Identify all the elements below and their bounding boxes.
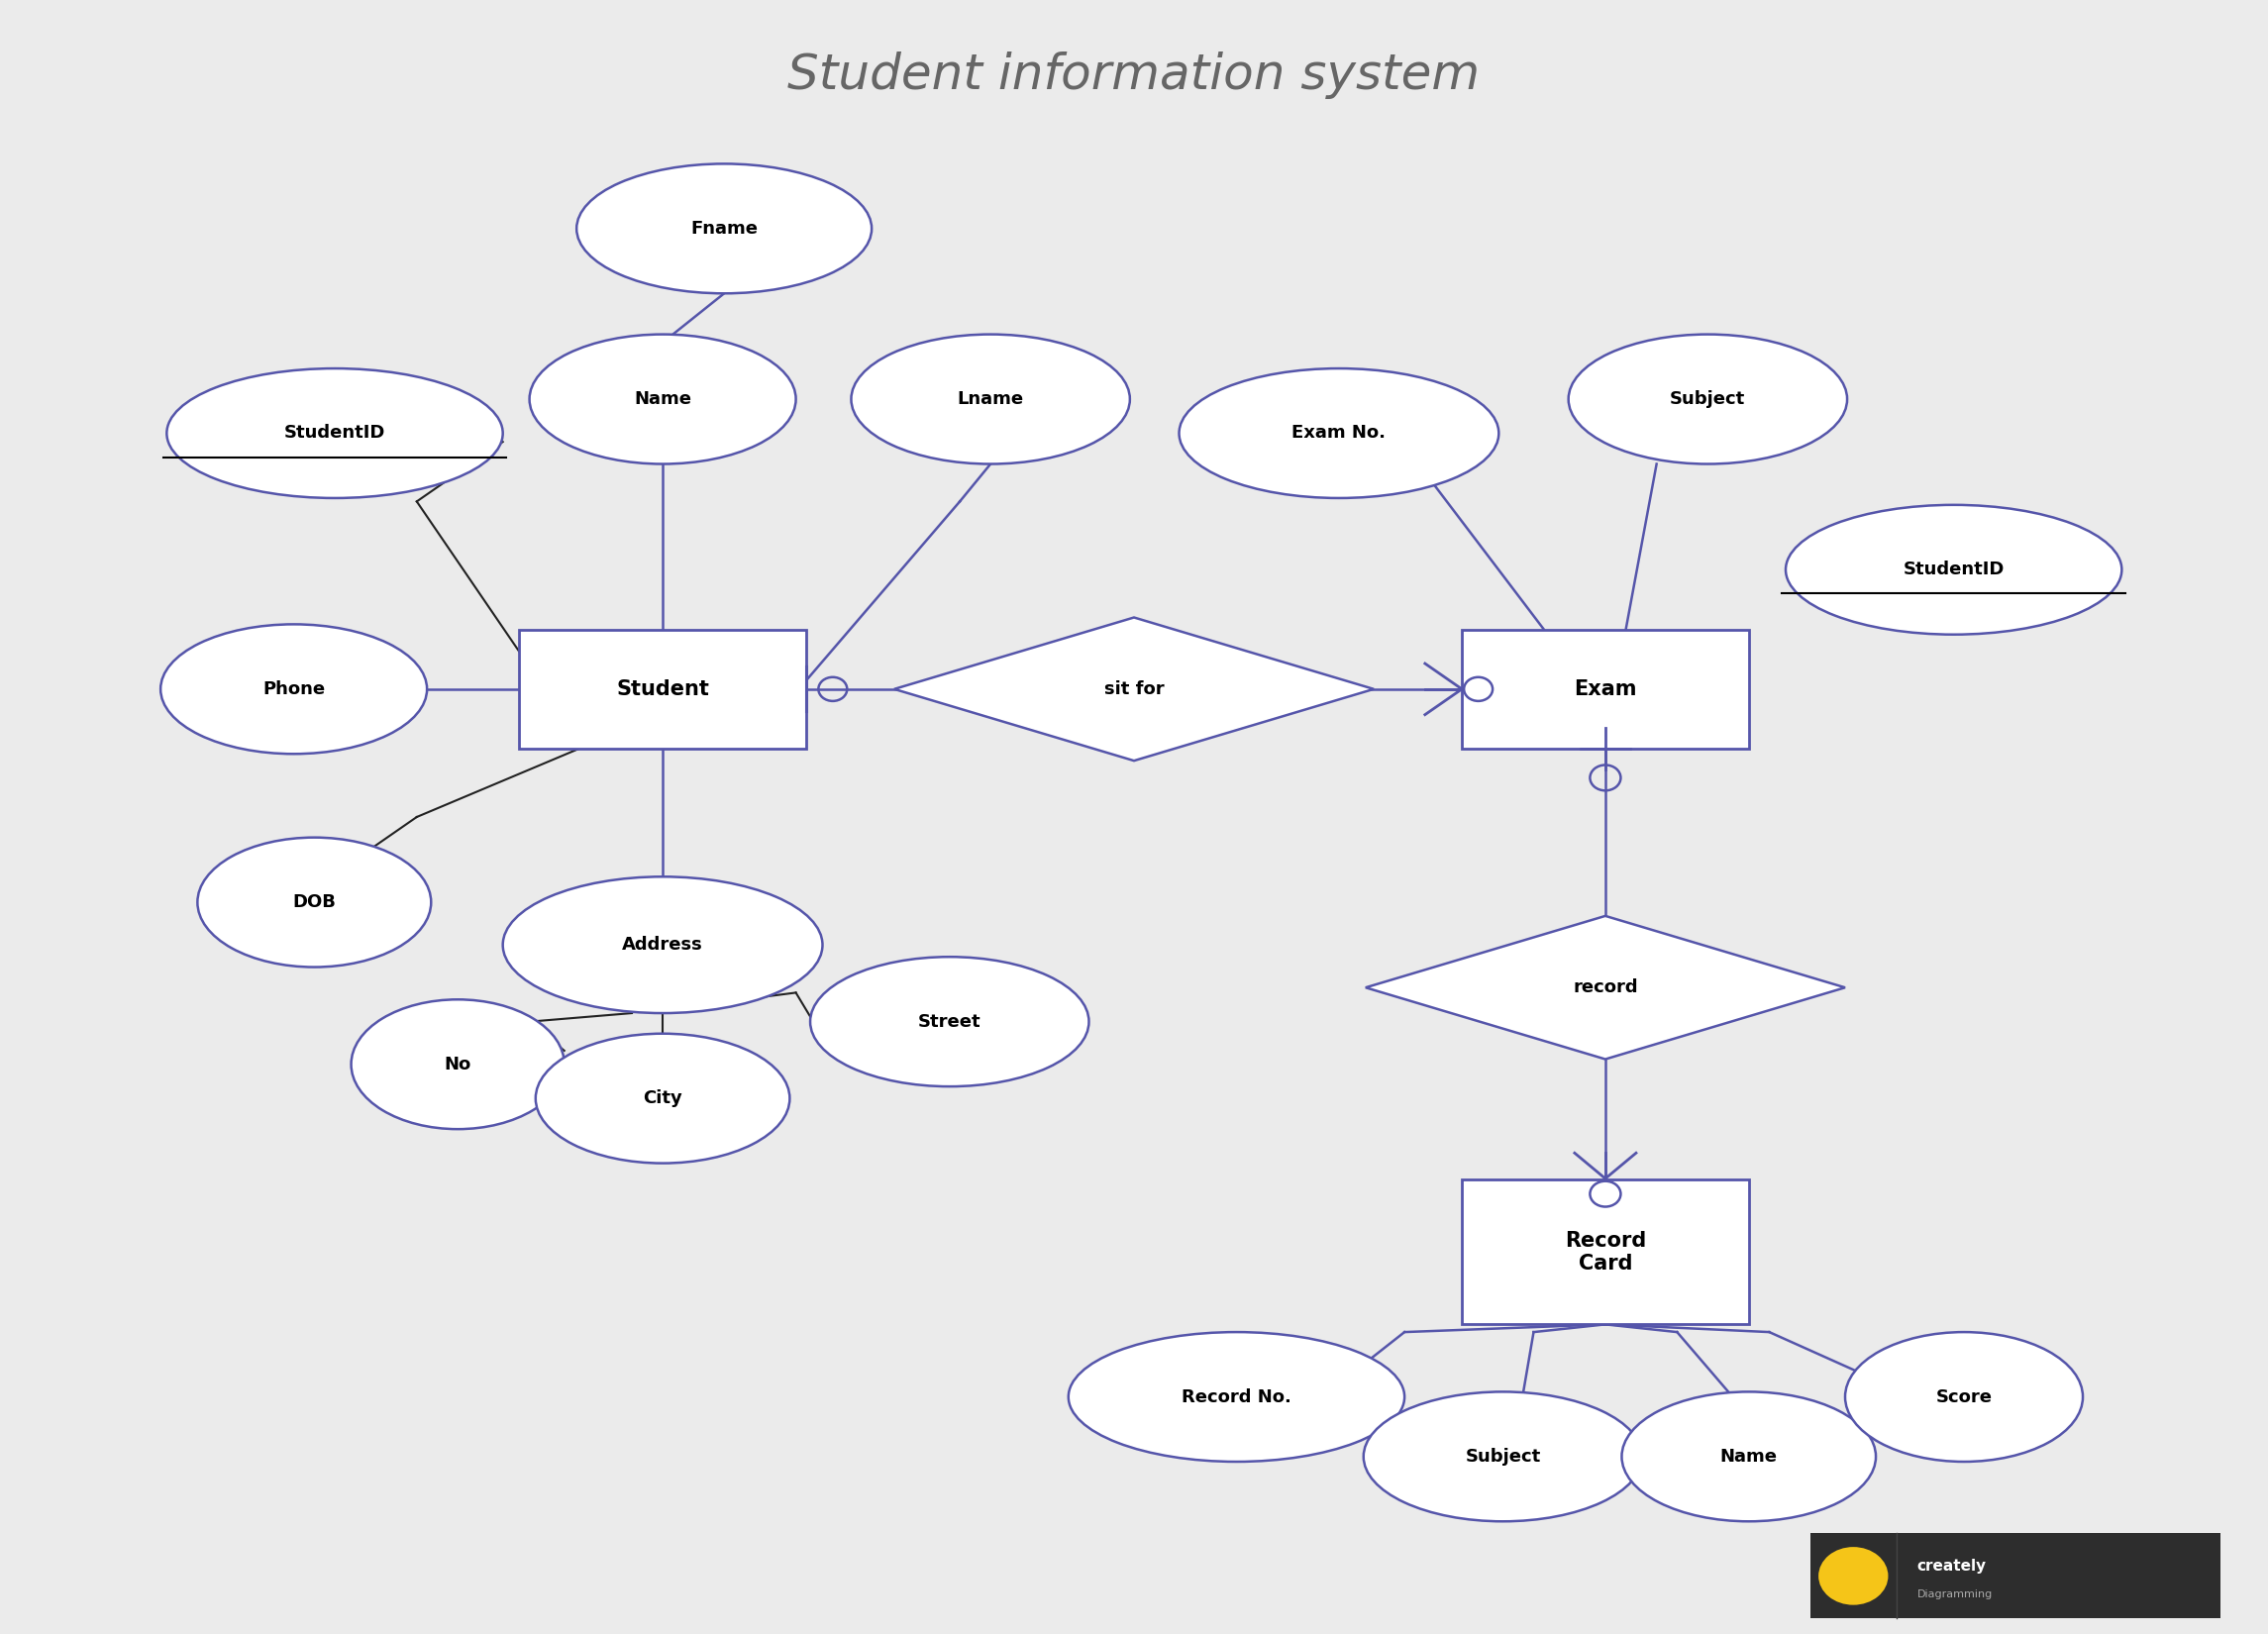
Text: Phone: Phone (263, 680, 324, 698)
Ellipse shape (850, 335, 1129, 464)
Ellipse shape (1785, 505, 2123, 634)
Text: creately: creately (1916, 1559, 1987, 1574)
Ellipse shape (1179, 368, 1499, 498)
FancyBboxPatch shape (1463, 629, 1749, 748)
Text: Student: Student (617, 680, 710, 699)
Text: Record No.: Record No. (1182, 1387, 1290, 1405)
Polygon shape (894, 618, 1374, 761)
Text: StudentID: StudentID (1903, 560, 2005, 578)
FancyBboxPatch shape (519, 629, 805, 748)
Ellipse shape (528, 335, 796, 464)
Text: Name: Name (1719, 1448, 1778, 1466)
Text: Exam No.: Exam No. (1293, 425, 1386, 443)
Text: City: City (642, 1090, 683, 1108)
Text: Name: Name (635, 391, 692, 408)
Text: Fname: Fname (689, 219, 758, 237)
Ellipse shape (1363, 1392, 1642, 1521)
Text: Subject: Subject (1669, 391, 1746, 408)
Ellipse shape (1068, 1332, 1404, 1462)
Ellipse shape (576, 163, 871, 294)
Text: Address: Address (621, 936, 703, 954)
Polygon shape (1365, 917, 1846, 1059)
Ellipse shape (503, 877, 823, 1013)
Text: No: No (445, 1056, 472, 1074)
Ellipse shape (810, 958, 1089, 1087)
Text: DOB: DOB (293, 894, 336, 912)
Text: Record
Card: Record Card (1565, 1230, 1647, 1273)
Ellipse shape (168, 368, 503, 498)
Ellipse shape (197, 838, 431, 967)
Text: StudentID: StudentID (284, 425, 386, 443)
Ellipse shape (161, 624, 426, 753)
Text: Student information system: Student information system (787, 51, 1481, 100)
Text: Score: Score (1937, 1387, 1991, 1405)
Text: Exam: Exam (1574, 680, 1637, 699)
Text: sit for: sit for (1105, 680, 1163, 698)
Text: Lname: Lname (957, 391, 1023, 408)
Text: Street: Street (919, 1013, 982, 1031)
Ellipse shape (535, 1034, 789, 1163)
Ellipse shape (352, 1000, 565, 1129)
Ellipse shape (1846, 1332, 2082, 1462)
Text: Subject: Subject (1465, 1448, 1540, 1466)
Ellipse shape (1622, 1392, 1876, 1521)
FancyBboxPatch shape (1463, 1180, 1749, 1325)
Ellipse shape (1569, 335, 1846, 464)
FancyBboxPatch shape (1810, 1533, 2220, 1619)
Circle shape (1819, 1547, 1889, 1605)
Text: Diagramming: Diagramming (1916, 1590, 1991, 1600)
Text: record: record (1572, 979, 1637, 997)
